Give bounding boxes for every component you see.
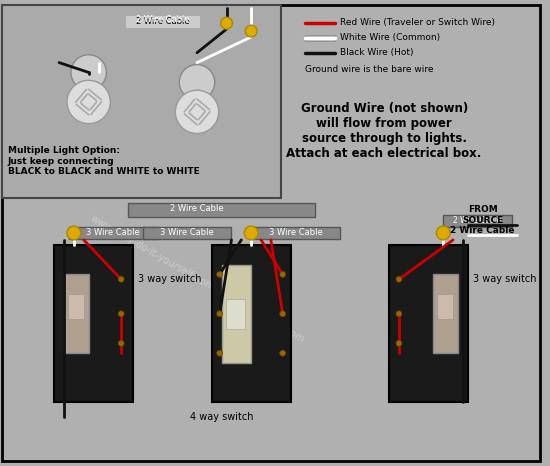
Circle shape bbox=[67, 226, 81, 240]
Circle shape bbox=[217, 311, 223, 317]
Circle shape bbox=[280, 311, 285, 317]
Circle shape bbox=[118, 340, 124, 346]
Bar bbox=[226, 299, 245, 329]
Circle shape bbox=[71, 55, 106, 90]
Circle shape bbox=[396, 276, 402, 282]
Bar bbox=[433, 274, 458, 353]
Text: 2 Wire Cable: 2 Wire Cable bbox=[170, 205, 224, 213]
Text: Multiple Light Option:
Just keep connecting
BLACK to BLACK and WHITE to WHITE: Multiple Light Option: Just keep connect… bbox=[8, 146, 200, 176]
Text: 3 way switch: 3 way switch bbox=[473, 274, 536, 284]
Circle shape bbox=[217, 271, 223, 277]
Text: 3 Wire Cable: 3 Wire Cable bbox=[268, 228, 322, 237]
Bar bbox=[128, 204, 315, 217]
Circle shape bbox=[280, 350, 285, 356]
Bar bbox=[143, 227, 232, 239]
Text: 3 way switch: 3 way switch bbox=[138, 274, 201, 284]
Text: Black Wire (Hot): Black Wire (Hot) bbox=[340, 48, 414, 57]
Circle shape bbox=[118, 276, 124, 282]
Bar bbox=[69, 227, 158, 239]
Text: Ground Wire (not shown)
will flow from power
source through to lights.
Attach at: Ground Wire (not shown) will flow from p… bbox=[287, 102, 482, 160]
Bar bbox=[251, 227, 340, 239]
Bar bbox=[2, 6, 280, 198]
Bar bbox=[126, 16, 200, 28]
Circle shape bbox=[217, 350, 223, 356]
Circle shape bbox=[396, 340, 402, 346]
Text: 2 Wire Cable: 2 Wire Cable bbox=[136, 15, 189, 24]
Bar bbox=[64, 274, 89, 353]
Text: White Wire (Common): White Wire (Common) bbox=[340, 33, 440, 42]
Circle shape bbox=[67, 80, 111, 123]
Bar bbox=[212, 245, 290, 403]
Text: 3 Wire Cable: 3 Wire Cable bbox=[160, 228, 214, 237]
Text: 4 way switch: 4 way switch bbox=[190, 412, 254, 422]
Circle shape bbox=[245, 25, 257, 37]
Bar bbox=[54, 245, 133, 403]
Bar bbox=[437, 294, 453, 319]
Text: FROM
SOURCE
2 Wire Cable: FROM SOURCE 2 Wire Cable bbox=[450, 206, 515, 235]
Circle shape bbox=[436, 226, 450, 240]
Circle shape bbox=[244, 226, 258, 240]
Text: 3 Wire Cable: 3 Wire Cable bbox=[86, 228, 140, 237]
Bar bbox=[389, 245, 468, 403]
Bar bbox=[443, 215, 512, 227]
Text: Ground wire is the bare wire: Ground wire is the bare wire bbox=[305, 65, 434, 74]
Bar bbox=[222, 265, 251, 363]
Circle shape bbox=[396, 311, 402, 317]
Text: 2 Wire Cable: 2 Wire Cable bbox=[136, 17, 189, 26]
Text: 2 Wire Cable: 2 Wire Cable bbox=[453, 216, 502, 225]
Text: www.easy-do-it-yourself-home-improvements.com: www.easy-do-it-yourself-home-improvement… bbox=[88, 213, 306, 345]
Bar bbox=[305, 35, 335, 41]
Circle shape bbox=[175, 90, 219, 134]
Circle shape bbox=[280, 271, 285, 277]
Text: Red Wire (Traveler or Switch Wire): Red Wire (Traveler or Switch Wire) bbox=[340, 18, 495, 27]
Circle shape bbox=[118, 311, 124, 317]
Bar bbox=[68, 294, 84, 319]
Circle shape bbox=[179, 65, 214, 100]
Circle shape bbox=[221, 17, 233, 29]
